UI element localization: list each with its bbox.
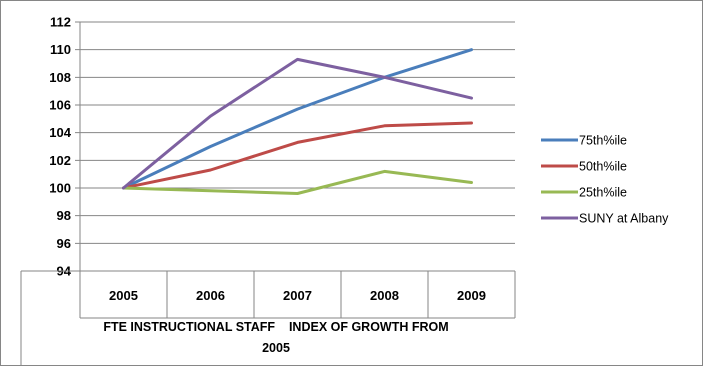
y-tick-label: 98 — [57, 208, 71, 223]
x-axis-title-line-1: FTE INSTRUCTIONAL STAFF INDEX OF GROWTH … — [103, 320, 448, 334]
x-tick-label: 2005 — [109, 288, 138, 303]
x-axis-title: FTE INSTRUCTIONAL STAFF INDEX OF GROWTH … — [103, 320, 448, 355]
y-tick-label: 104 — [49, 125, 71, 140]
series-line-1 — [122, 48, 473, 190]
x-tick-label: 2009 — [457, 288, 486, 303]
x-tick-label: 2006 — [196, 288, 225, 303]
y-tick-label: 108 — [49, 70, 71, 85]
legend-label: 50th%ile — [579, 160, 627, 174]
series-lines — [122, 48, 473, 195]
x-tick-label: 2008 — [370, 288, 399, 303]
legend: 75th%ile 50th%ile 25th%ile SUNY at Albany — [541, 134, 669, 226]
y-tick-label: 112 — [50, 15, 71, 30]
series-line-2 — [122, 121, 473, 190]
x-axis-title-line-2: 2005 — [262, 341, 290, 355]
y-tick-label: 110 — [50, 42, 71, 57]
y-tick-label: 106 — [49, 98, 71, 113]
series-line-3 — [122, 169, 473, 195]
x-axis-table: 2005 2006 2007 2008 2009 — [20, 270, 516, 366]
legend-label: 25th%ile — [579, 186, 627, 200]
legend-label: SUNY at Albany — [579, 212, 669, 226]
x-tick-label: 2007 — [283, 288, 312, 303]
y-tick-label: 96 — [57, 236, 71, 251]
y-tick-label: 100 — [49, 181, 71, 196]
series-line-4 — [122, 57, 473, 190]
y-tick-label: 102 — [49, 153, 71, 168]
legend-label: 75th%ile — [579, 134, 627, 148]
